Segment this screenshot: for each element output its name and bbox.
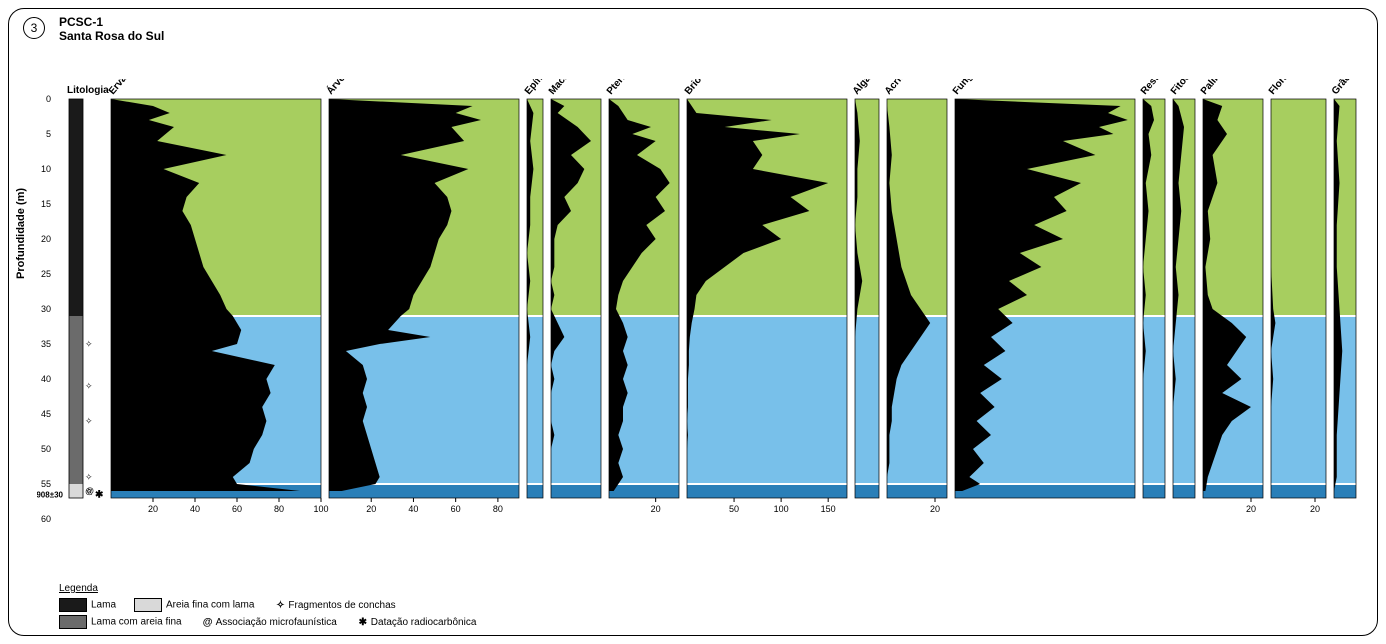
- svg-text:45: 45: [41, 409, 51, 419]
- svg-text:20: 20: [41, 234, 51, 244]
- svg-text:100: 100: [774, 504, 789, 514]
- svg-text:50: 50: [41, 444, 51, 454]
- svg-text:✧: ✧: [85, 339, 93, 349]
- legend-text: Associação microfaunística: [216, 617, 337, 628]
- svg-text:10: 10: [41, 164, 51, 174]
- svg-text:80: 80: [274, 504, 284, 514]
- svg-text:20: 20: [1310, 504, 1320, 514]
- legend-text: Lama com areia fina: [91, 617, 182, 628]
- svg-text:25: 25: [41, 269, 51, 279]
- svg-text:20: 20: [366, 504, 376, 514]
- svg-text:40: 40: [408, 504, 418, 514]
- pollen-diagram-svg: 051015202530354045505560Litologia✧✧✧✧@✧7…: [37, 79, 1357, 549]
- legend-text: Datação radiocarbônica: [371, 617, 477, 628]
- star-icon: ✱: [355, 617, 371, 628]
- svg-text:Briófitos: Briófitos: [683, 79, 718, 97]
- legend-text: Lama: [91, 600, 116, 611]
- svg-text:60: 60: [232, 504, 242, 514]
- svg-text:5: 5: [46, 129, 51, 139]
- svg-text:50: 50: [729, 504, 739, 514]
- shell-icon: ✧: [272, 600, 288, 611]
- svg-text:✧: ✧: [85, 472, 93, 482]
- swatch-lama-areia: [59, 615, 87, 629]
- svg-text:Grãos indeterminados: Grãos indeterminados: [1330, 79, 1357, 97]
- svg-text:20: 20: [1246, 504, 1256, 514]
- svg-text:0: 0: [46, 94, 51, 104]
- svg-text:Flora exótica: Flora exótica: [1267, 79, 1315, 97]
- svg-text:✧: ✧: [85, 381, 93, 391]
- plot-area: Profundidade (m) 05101520253035404550556…: [37, 79, 1357, 549]
- spiral-icon: @: [200, 617, 216, 628]
- svg-text:80: 80: [493, 504, 503, 514]
- svg-text:Árvores e arbustos: Árvores e arbustos: [323, 79, 392, 97]
- svg-text:150: 150: [821, 504, 836, 514]
- svg-text:15: 15: [41, 199, 51, 209]
- legend-title: Legenda: [59, 583, 476, 594]
- legend-text: Areia fina com lama: [166, 600, 254, 611]
- svg-text:55: 55: [41, 479, 51, 489]
- svg-text:20: 20: [651, 504, 661, 514]
- title-line1: PCSC-1: [59, 15, 164, 29]
- svg-text:✱: ✱: [95, 490, 104, 501]
- figure-title: PCSC-1 Santa Rosa do Sul: [59, 15, 164, 43]
- swatch-areia: [134, 598, 162, 612]
- legend-text: Fragmentos de conchas: [288, 600, 395, 611]
- svg-text:Pteridófitos: Pteridófitos: [605, 79, 649, 97]
- svg-text:20: 20: [148, 504, 158, 514]
- svg-text:35: 35: [41, 339, 51, 349]
- svg-text:7908±30: 7908±30: [37, 491, 64, 500]
- figure-number: 3: [23, 17, 45, 39]
- svg-text:Litologia: Litologia: [67, 85, 109, 96]
- svg-text:Acritarcas: Acritarcas: [883, 79, 923, 97]
- svg-text:30: 30: [41, 304, 51, 314]
- figure-frame: 3 PCSC-1 Santa Rosa do Sul Profundidade …: [8, 8, 1378, 636]
- svg-text:Palinoforaminíferos: Palinoforaminíferos: [1199, 79, 1268, 97]
- svg-text:60: 60: [451, 504, 461, 514]
- swatch-lama: [59, 598, 87, 612]
- svg-text:60: 60: [41, 514, 51, 524]
- svg-text:Algas: Algas: [851, 79, 877, 97]
- legend: Legenda Lama Areia fina com lama ✧Fragme…: [59, 583, 476, 629]
- svg-text:20: 20: [930, 504, 940, 514]
- svg-text:Ervas: Ervas: [107, 79, 133, 97]
- y-axis-label: Profundidade (m): [15, 188, 27, 279]
- svg-text:100: 100: [313, 504, 328, 514]
- svg-text:40: 40: [190, 504, 200, 514]
- svg-text:✧: ✧: [85, 416, 93, 426]
- title-line2: Santa Rosa do Sul: [59, 29, 164, 43]
- svg-text:40: 40: [41, 374, 51, 384]
- svg-text:Fungos: Fungos: [951, 79, 983, 97]
- svg-text:✧: ✧: [85, 486, 93, 496]
